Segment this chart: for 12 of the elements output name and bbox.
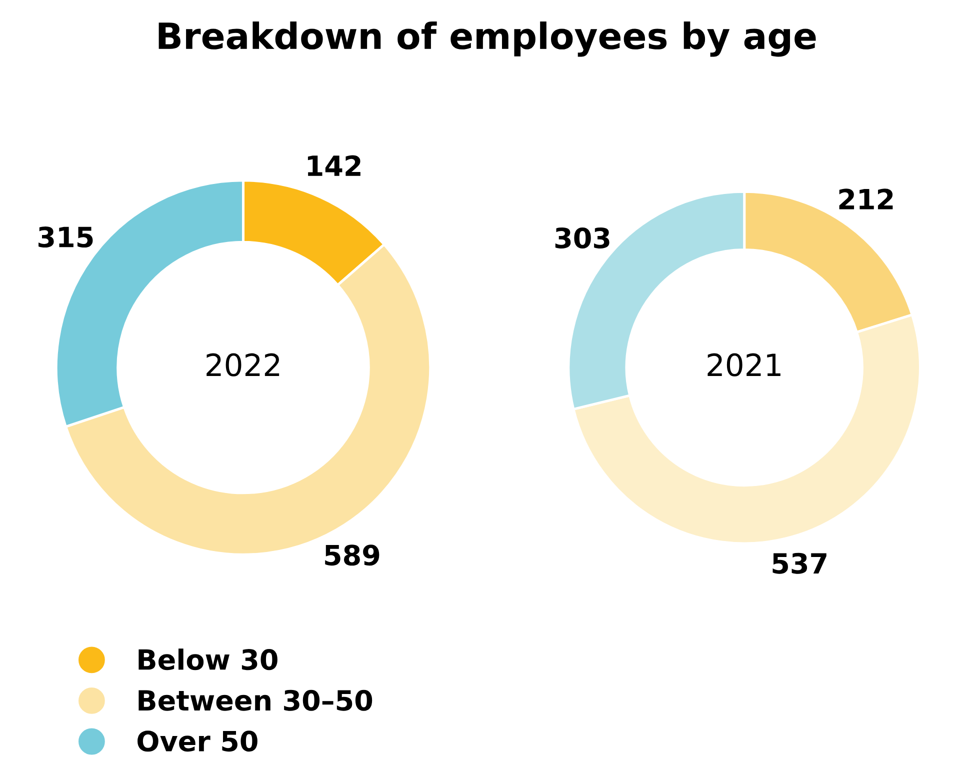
text: 2022	[206, 353, 280, 376]
data-label: 589	[325, 544, 380, 566]
text: 2021	[708, 353, 780, 376]
legend-label: Between 30–50	[138, 690, 372, 711]
data-label: 212	[839, 188, 893, 210]
data-label: 315	[38, 226, 93, 248]
data-label: 537	[772, 552, 826, 574]
data-label: 142	[308, 155, 360, 176]
legend-label: Over 50	[138, 730, 258, 752]
legend-label: Below 30	[138, 648, 278, 670]
data-label: 303	[555, 227, 610, 248]
chart-title: Breakdown of employees by age	[158, 21, 816, 57]
